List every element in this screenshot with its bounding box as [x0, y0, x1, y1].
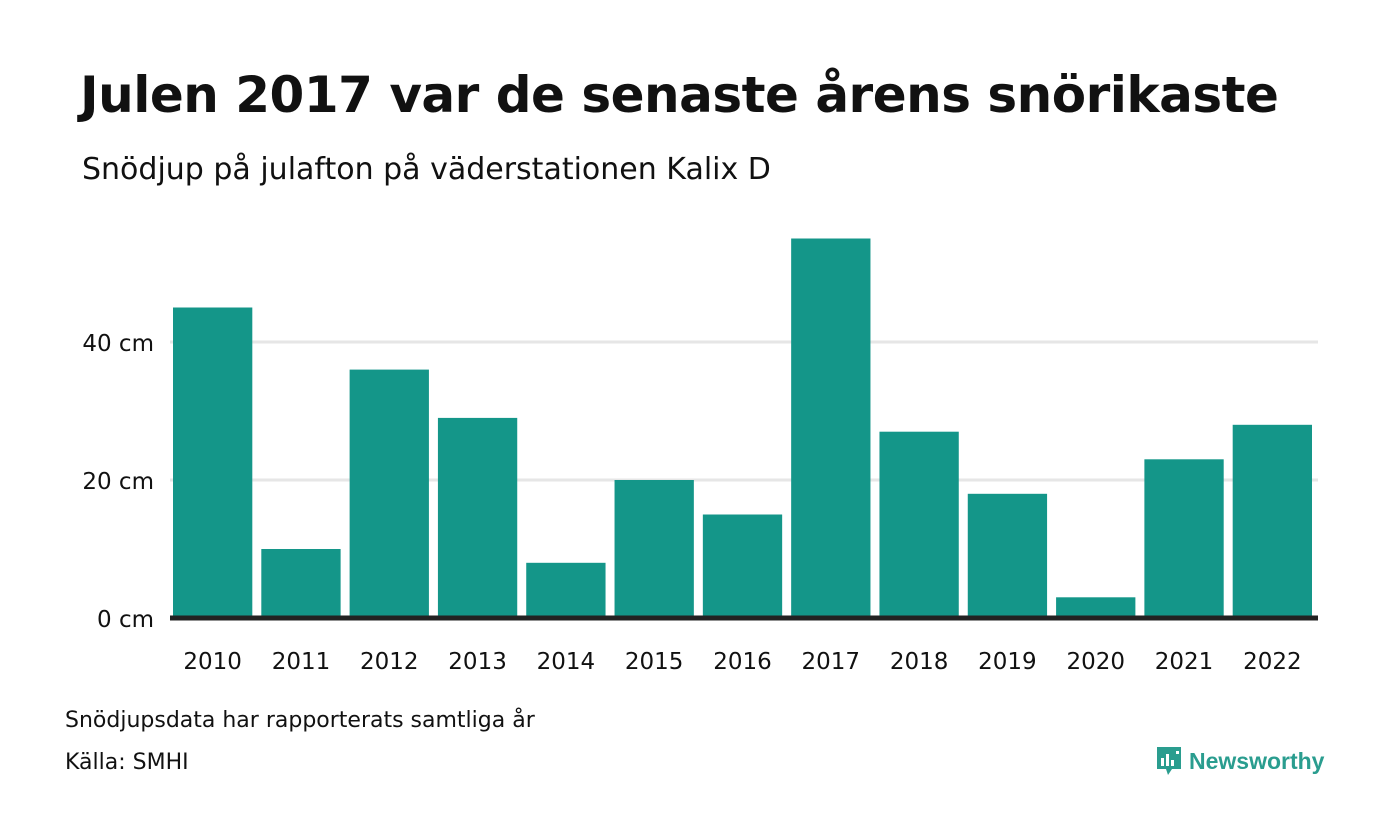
bar-2016 — [702, 514, 783, 618]
x-tick-label: 2011 — [272, 649, 331, 675]
bar-2020 — [1056, 597, 1136, 618]
x-tick-label: 2010 — [183, 649, 242, 675]
data-note: Snödjupsdata har rapporterats samtliga å… — [65, 708, 535, 733]
x-tick-label: 2015 — [625, 649, 684, 675]
bar-2015 — [614, 480, 694, 618]
x-tick-label: 2016 — [713, 649, 772, 675]
x-tick-label: 2014 — [537, 649, 596, 675]
bar-2019 — [967, 493, 1048, 618]
chart-title: Julen 2017 var de senaste årens snörikas… — [80, 66, 1279, 124]
x-tick-label: 2018 — [890, 649, 949, 675]
x-tick-label: 2017 — [802, 649, 861, 675]
y-tick-label: 40 cm — [82, 331, 154, 357]
x-tick-label: 2012 — [360, 649, 419, 675]
source-label: Källa: SMHI — [65, 750, 189, 775]
bar-2021 — [1144, 459, 1224, 618]
bar-2011 — [261, 549, 341, 618]
x-tick-label: 2019 — [978, 649, 1037, 675]
bar-2017 — [791, 238, 871, 618]
y-tick-label: 20 cm — [82, 469, 154, 495]
bar-2022 — [1232, 424, 1312, 618]
bar-2012 — [349, 369, 429, 618]
bar-chart: 0 cm 20 cm 40 cm 2010 2011 2012 2013 2014 2015 20… — [82, 238, 1318, 675]
brand-name: Newsworthy — [1189, 747, 1325, 774]
x-tick-label: 2022 — [1243, 649, 1302, 675]
bar-2010 — [173, 307, 253, 618]
newsworthy-logo-icon — [1157, 747, 1181, 775]
y-tick-label: 0 cm — [97, 607, 154, 633]
chart-subtitle: Snödjup på julafton på väderstationen Ka… — [82, 152, 771, 187]
x-tick-label: 2021 — [1155, 649, 1214, 675]
bar-2018 — [879, 431, 959, 618]
x-tick-label: 2020 — [1066, 649, 1125, 675]
bar-2014 — [526, 562, 606, 618]
brand-logo: Newsworthy — [1155, 745, 1324, 777]
x-tick-label: 2013 — [448, 649, 507, 675]
bar-2013 — [437, 417, 518, 618]
